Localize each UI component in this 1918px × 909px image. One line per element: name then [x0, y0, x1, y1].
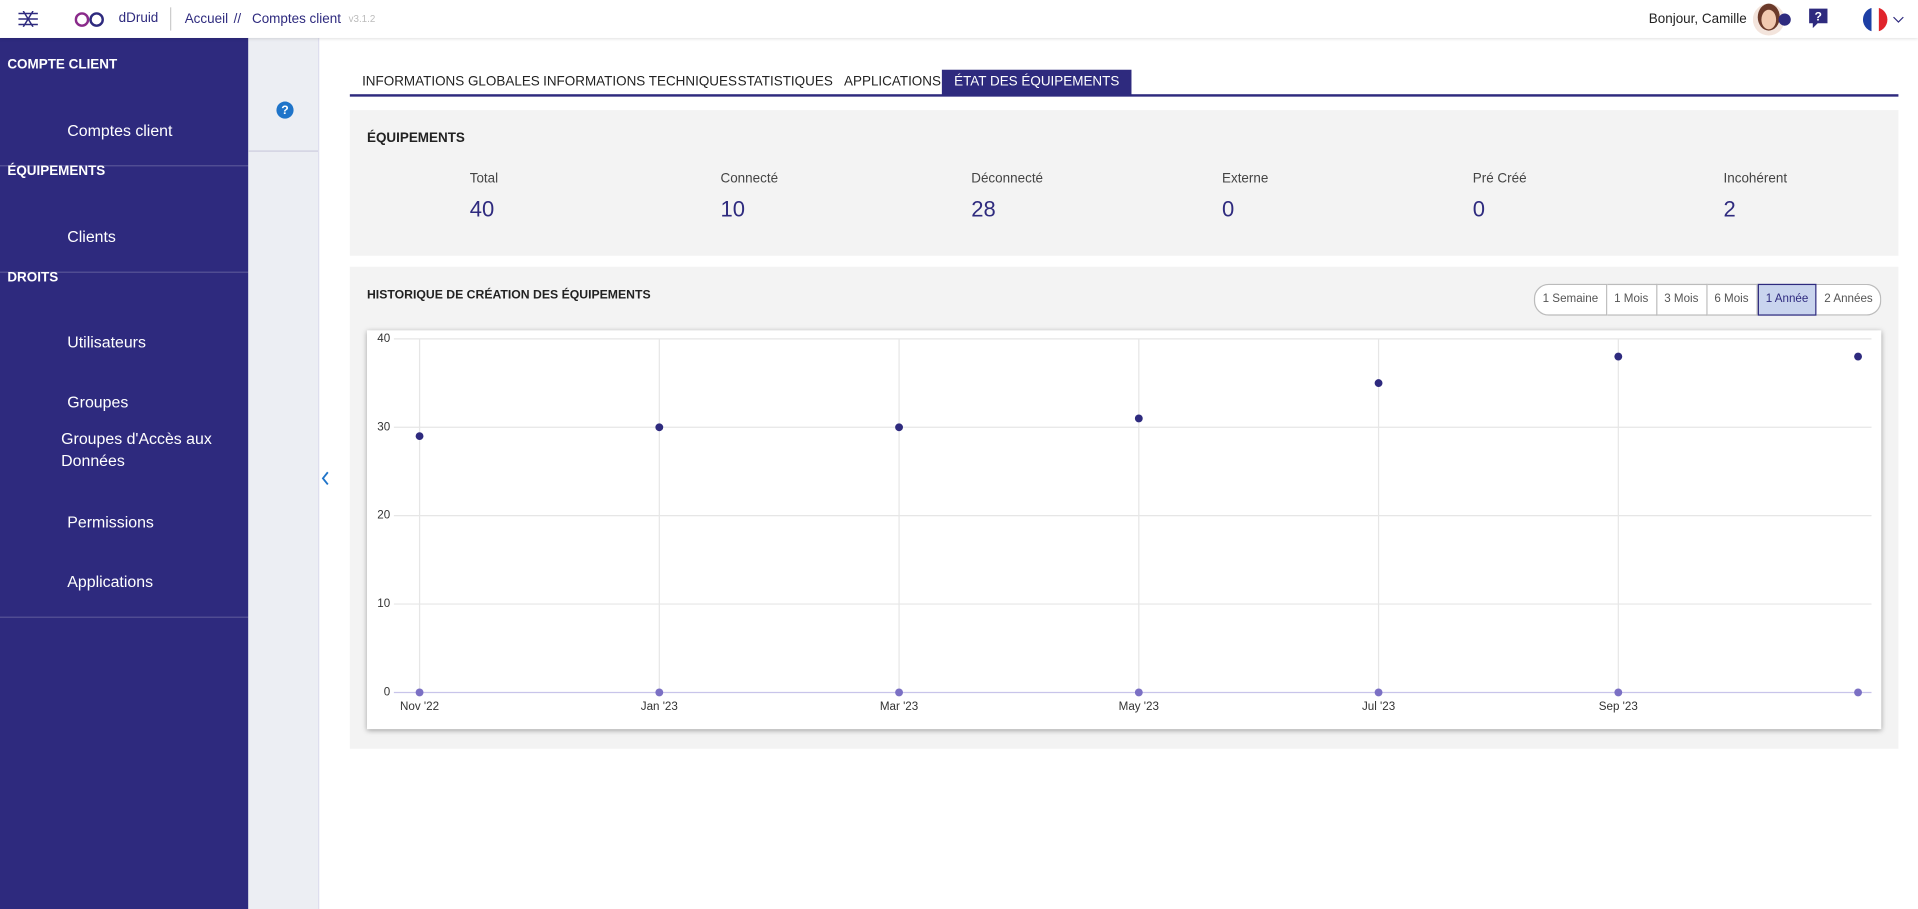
info-icon[interactable]: ?	[275, 100, 295, 120]
x-tick-label: Sep '23	[1599, 700, 1638, 713]
breadcrumb-separator: //	[233, 12, 242, 27]
stat-value: 40	[469, 196, 495, 222]
nav-item[interactable]: Permissions	[67, 512, 154, 531]
avatar[interactable]	[1752, 2, 1792, 36]
point	[1374, 688, 1383, 697]
point	[1374, 379, 1383, 387]
stats-panel: ÉQUIPEMENTS Total 40 Connecté 10 Déconnecté 2…	[349, 110, 1899, 256]
language-flag[interactable]	[1862, 6, 1907, 33]
svg-text:?: ?	[281, 103, 288, 117]
y-tick-label: 10	[377, 597, 390, 610]
version: v3.1.2	[348, 13, 376, 25]
point	[895, 688, 903, 697]
nav-item[interactable]: Comptes client	[67, 121, 173, 140]
range-button[interactable]: 6 Mois	[1707, 283, 1758, 316]
point	[655, 688, 664, 697]
point	[1134, 688, 1143, 697]
chart-card: 0 10 20 30 40 Nov '22 Jan '23 Mar '23 May '23 Jul…	[366, 330, 1882, 730]
top-bar: dDruid Accueil // Comptes client v3.1.2 …	[0, 0, 1918, 38]
tab[interactable]: INFORMATIONS GLOBALES	[362, 74, 540, 90]
range-button[interactable]: 1 Mois	[1606, 283, 1657, 316]
y-tick-label: 30	[377, 420, 390, 433]
stat-label: Connecté	[720, 171, 779, 186]
breadcrumb-link[interactable]: Accueil	[184, 12, 229, 27]
nav-item[interactable]: Clients	[67, 227, 116, 246]
x-tick-label: May '23	[1119, 700, 1159, 713]
stat-value: 2	[1723, 196, 1736, 222]
y-tick-label: 40	[377, 332, 390, 345]
stat-label: Pré Créé	[1472, 171, 1527, 186]
help-icon[interactable]: ?	[1808, 7, 1829, 29]
nav-item[interactable]: Groupes d'Accès aux Données	[61, 429, 212, 470]
point	[1614, 352, 1623, 361]
x-tick-label: Nov '22	[400, 700, 439, 713]
stat-label: Déconnecté	[971, 171, 1044, 186]
chart: 0 10 20 30 40 Nov '22 Jan '23 Mar '23 May '23 Jul…	[377, 332, 1872, 713]
stat-value: 10	[720, 196, 745, 222]
tab[interactable]: INFORMATIONS TECHNIQUES	[543, 74, 737, 90]
range-button[interactable]: 2 Années	[1816, 283, 1882, 316]
range-button[interactable]: 1 Année	[1757, 283, 1817, 316]
tab[interactable]: APPLICATIONS	[844, 74, 941, 90]
stat-label: Incohérent	[1723, 171, 1788, 186]
divider	[248, 150, 319, 152]
point	[895, 423, 903, 432]
point	[1854, 688, 1862, 697]
range-button[interactable]: 3 Mois	[1656, 283, 1708, 316]
section-title: ÉQUIPEMENTS	[7, 163, 106, 179]
section-title: COMPTE CLIENT	[7, 57, 118, 73]
y-tick-label: 20	[377, 509, 390, 522]
stat-value: 0	[1472, 196, 1485, 222]
greeting: Bonjour, Camille	[1648, 12, 1747, 27]
y-tick-label: 0	[384, 686, 390, 699]
panel-title: ÉQUIPEMENTS	[366, 130, 465, 146]
secondary-panel: ?	[248, 37, 319, 909]
divider	[0, 616, 249, 618]
divider	[170, 7, 172, 31]
tab[interactable]: STATISTIQUES	[737, 74, 833, 90]
point	[1134, 414, 1143, 423]
svg-text:?: ?	[1815, 9, 1822, 23]
panel-title: HISTORIQUE DE CRÉATION DES ÉQUIPEMENTS	[366, 288, 651, 303]
divider	[0, 165, 249, 167]
logo	[74, 12, 104, 27]
menu-icon[interactable]	[18, 11, 38, 27]
section-title: DROITS	[7, 270, 59, 286]
point	[1614, 688, 1623, 697]
point	[1854, 352, 1862, 361]
stat-value: 28	[971, 196, 996, 222]
point	[415, 688, 424, 697]
stat-label: Total	[469, 171, 499, 186]
nav-item[interactable]: Utilisateurs	[67, 332, 146, 352]
breadcrumb-link[interactable]: Comptes client	[251, 12, 341, 27]
brand: dDruid	[118, 11, 159, 26]
nav-item[interactable]: Applications	[67, 572, 154, 591]
x-tick-label: Mar '23	[880, 700, 918, 713]
history-panel: HISTORIQUE DE CRÉATION DES ÉQUIPEMENTS 1…	[349, 266, 1899, 749]
stat-value: 0	[1221, 196, 1235, 222]
point	[415, 432, 424, 441]
tab[interactable]: ÉTAT DES ÉQUIPEMENTS	[941, 69, 1132, 96]
nav-item[interactable]: Groupes	[67, 392, 129, 412]
sidebar: COMPTE CLIENT Comptes client ÉQUIPEMENTS Cl…	[0, 37, 249, 909]
x-tick-label: Jan '23	[641, 700, 678, 713]
range-selector: 1 Semaine 1 Mois 3 Mois 6 Mois 1 Année 2 Anné…	[1534, 283, 1882, 316]
collapse-bar	[318, 37, 331, 909]
point	[655, 423, 664, 432]
range-button[interactable]: 1 Semaine	[1534, 283, 1607, 316]
collapse-icon[interactable]	[320, 471, 330, 486]
x-tick-label: Jul '23	[1362, 700, 1395, 713]
stat-label: Externe	[1221, 171, 1269, 186]
divider	[0, 271, 249, 273]
